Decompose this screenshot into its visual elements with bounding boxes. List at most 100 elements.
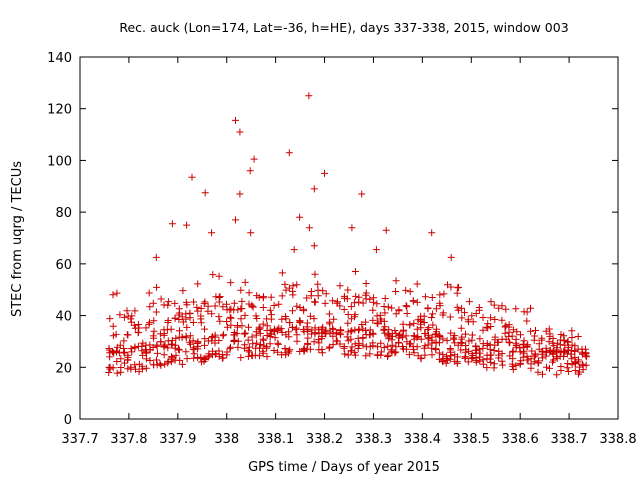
data-point: [508, 332, 516, 340]
data-point: [553, 371, 561, 379]
data-point: [266, 333, 274, 340]
data-point: [351, 268, 359, 275]
data-point: [315, 326, 323, 334]
data-point: [387, 346, 395, 354]
data-point: [582, 361, 590, 369]
data-point: [432, 305, 440, 313]
data-point: [211, 302, 219, 310]
data-point: [209, 271, 217, 279]
data-point: [381, 309, 389, 317]
data-point: [384, 353, 391, 360]
data-point: [424, 304, 432, 312]
data-point: [142, 324, 150, 332]
data-point: [425, 324, 433, 332]
data-point: [447, 329, 455, 337]
data-point: [233, 329, 241, 337]
data-point: [429, 321, 437, 329]
data-point: [266, 326, 274, 334]
data-point: [362, 280, 370, 287]
data-point: [120, 348, 128, 356]
data-point: [263, 353, 271, 361]
y-tick-label: 120: [47, 103, 72, 118]
data-point: [384, 342, 392, 350]
data-point: [402, 332, 410, 340]
data-point: [259, 304, 267, 311]
data-point: [402, 345, 410, 353]
data-point: [232, 116, 239, 124]
data-point: [306, 312, 314, 320]
data-point: [237, 305, 245, 313]
data-point: [154, 349, 161, 357]
data-point: [150, 327, 158, 335]
data-point: [211, 331, 219, 339]
data-point: [538, 334, 546, 342]
data-point: [113, 369, 121, 377]
data-point: [334, 298, 341, 306]
data-point: [211, 339, 219, 347]
data-point: [311, 270, 319, 278]
data-point: [293, 281, 301, 289]
data-point: [292, 324, 300, 332]
x-tick-label: 338.6: [502, 432, 539, 447]
data-point: [436, 299, 444, 307]
data-point: [534, 359, 542, 367]
data-point: [201, 341, 208, 349]
data-point: [296, 304, 304, 311]
data-point: [410, 319, 418, 327]
data-point: [127, 345, 135, 353]
data-point: [464, 358, 472, 366]
data-point: [498, 350, 506, 358]
data-point: [132, 365, 139, 373]
data-point: [250, 155, 258, 163]
data-point: [266, 306, 274, 314]
data-point: [285, 284, 293, 292]
data-point: [421, 293, 429, 301]
data-point: [271, 334, 279, 342]
data-point: [176, 327, 183, 335]
data-point: [121, 359, 128, 367]
data-point: [370, 294, 378, 302]
data-point: [424, 334, 432, 342]
data-point: [178, 313, 186, 321]
data-point: [469, 318, 477, 326]
x-tick-label: 337.9: [159, 432, 196, 447]
data-point: [374, 343, 382, 351]
data-point: [377, 351, 385, 359]
data-point: [446, 313, 454, 321]
data-point: [109, 291, 117, 299]
data-point: [117, 364, 125, 371]
data-point: [318, 345, 326, 353]
data-point: [211, 350, 219, 358]
data-point: [333, 337, 341, 345]
data-point: [310, 242, 318, 250]
data-point: [479, 360, 487, 368]
data-point: [253, 339, 261, 347]
data-point: [498, 316, 506, 324]
data-point: [409, 297, 417, 305]
data-point: [465, 337, 473, 345]
data-point: [216, 293, 224, 300]
data-point: [417, 324, 425, 332]
data-point: [340, 343, 348, 350]
data-point: [369, 316, 377, 324]
data-point: [524, 356, 532, 364]
data-point: [319, 287, 327, 295]
data-point: [161, 360, 169, 368]
data-point: [157, 361, 165, 369]
x-tick-label: 338.3: [355, 432, 392, 447]
data-point: [498, 302, 506, 310]
data-point: [164, 359, 172, 367]
data-point: [190, 298, 198, 306]
data-point: [131, 344, 139, 352]
data-point: [230, 299, 238, 307]
data-point: [491, 316, 499, 323]
data-point: [523, 317, 531, 325]
data-point: [201, 335, 209, 343]
data-point: [219, 332, 227, 340]
data-point: [223, 318, 231, 325]
data-point: [256, 344, 263, 352]
data-point: [457, 324, 465, 332]
data-point: [267, 315, 275, 323]
data-point: [284, 349, 292, 357]
